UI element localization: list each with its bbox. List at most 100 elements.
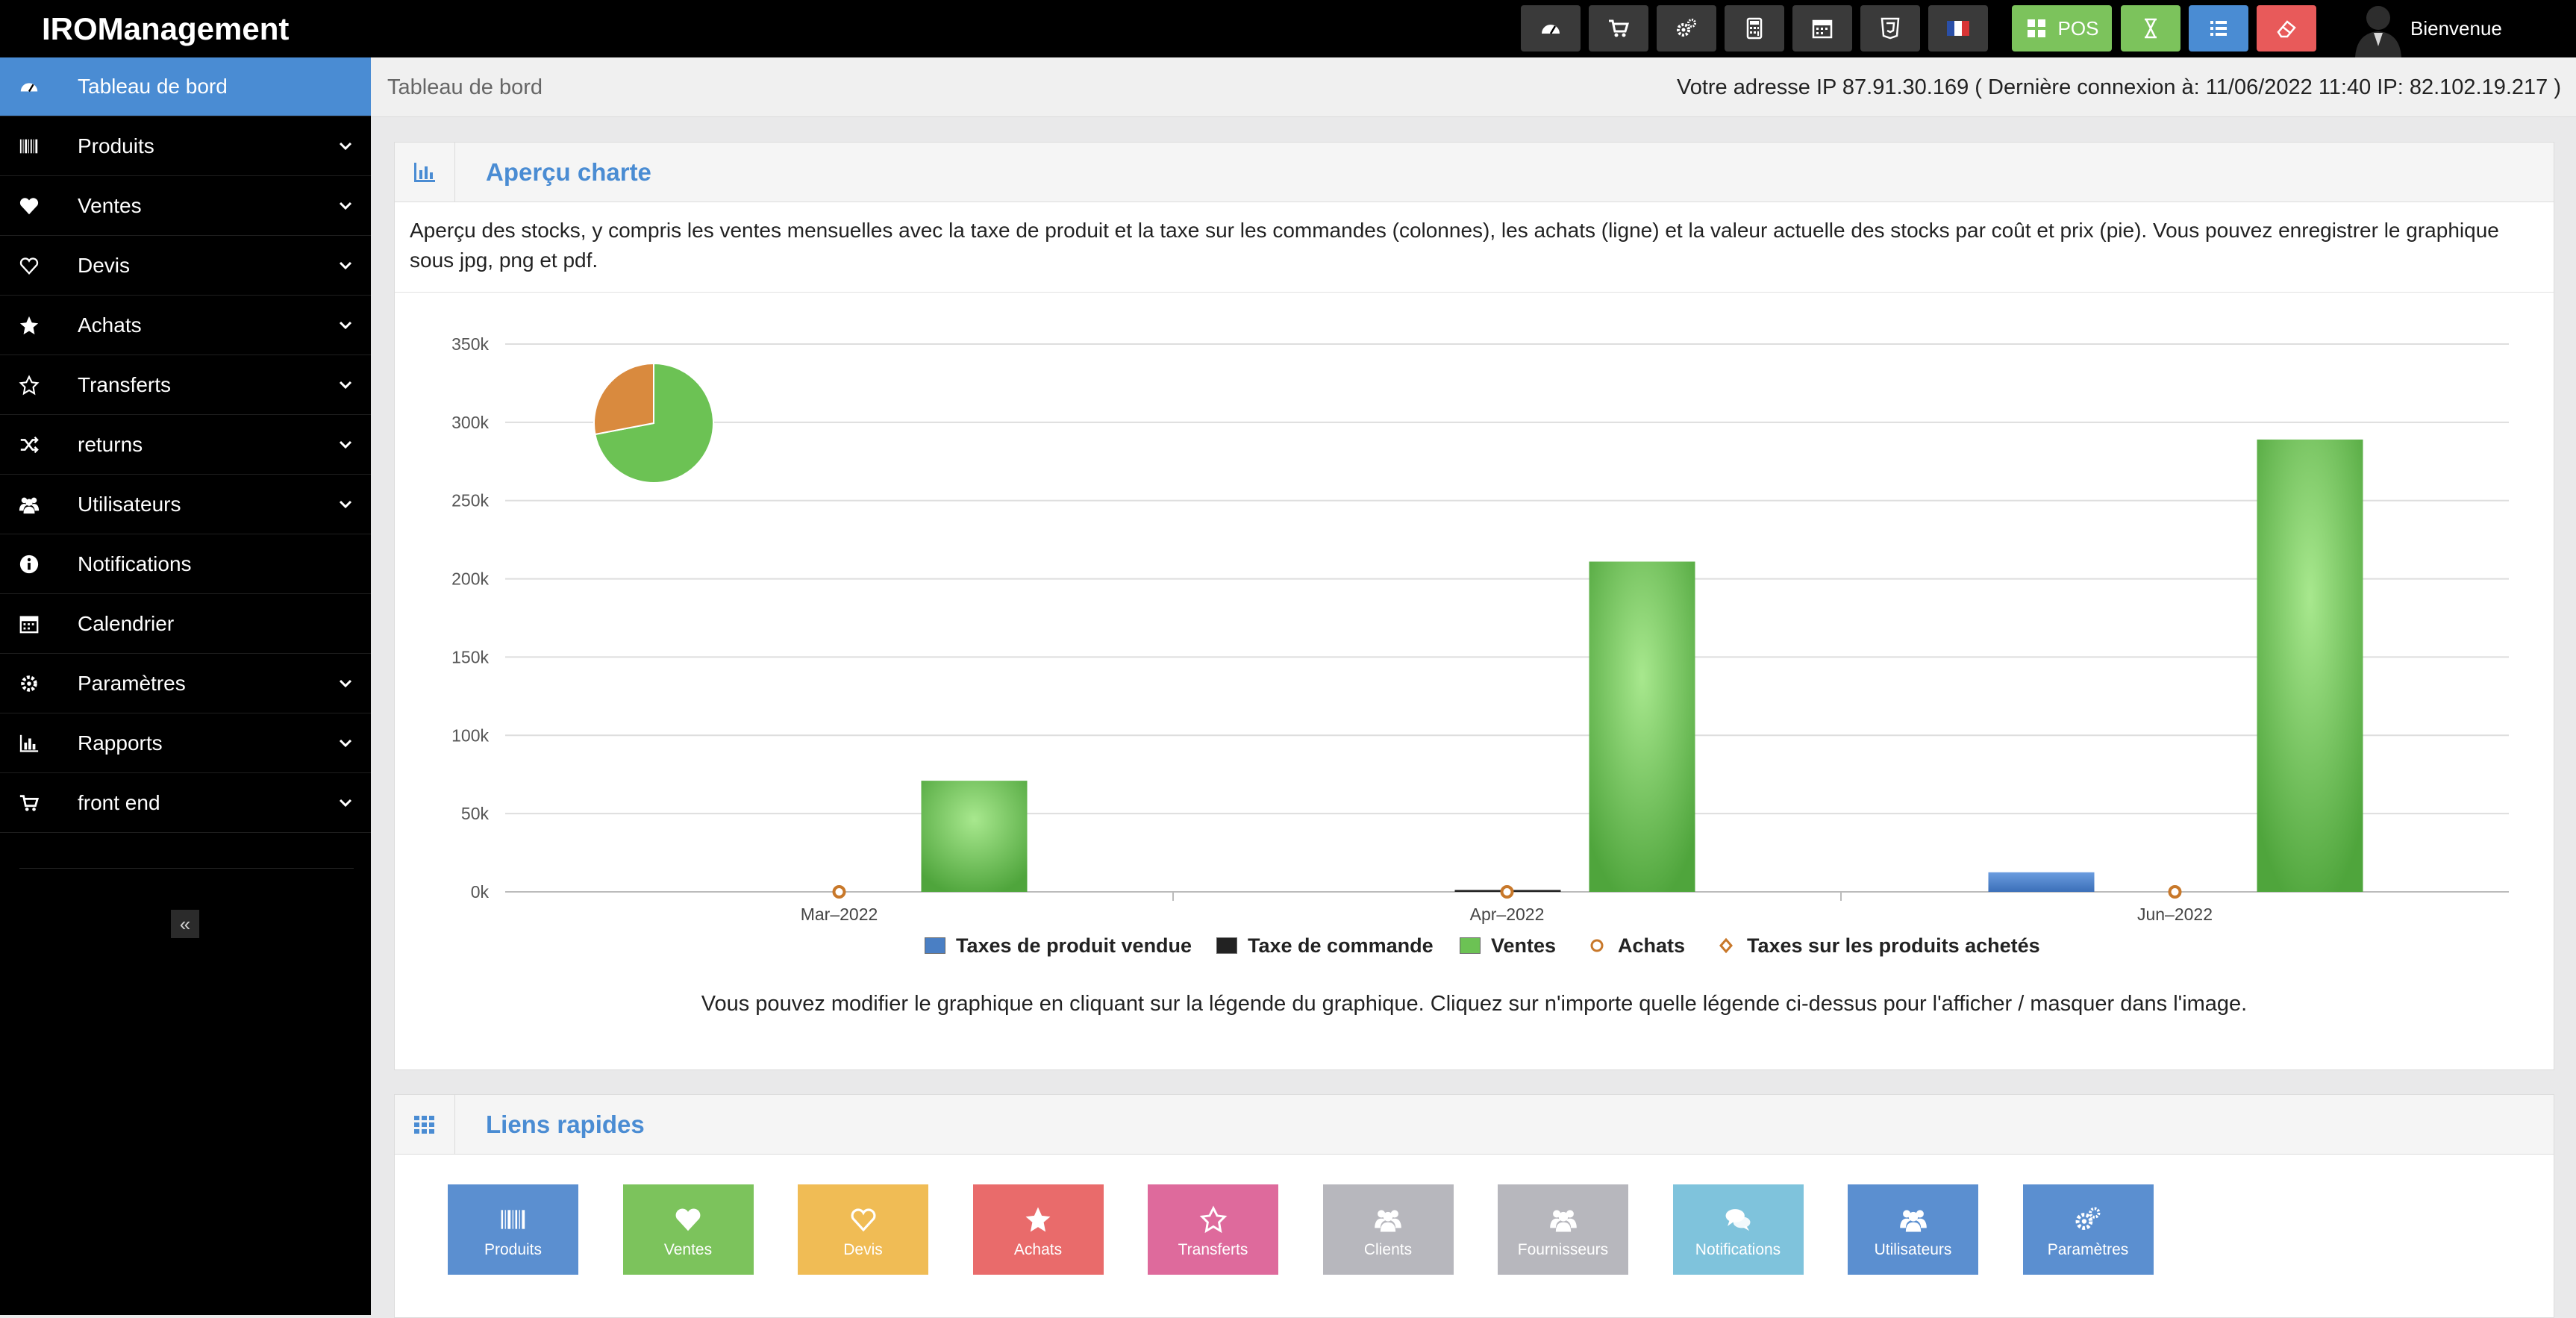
sidebar-item-param-tres[interactable]: Paramètres — [0, 655, 371, 713]
legend-item-ventes[interactable]: Ventes — [1460, 932, 1556, 959]
welcome-text[interactable]: Bienvenue — [2410, 17, 2502, 40]
bar-taxes-de-produit-vendue — [1988, 872, 2095, 892]
chevron-down-icon — [339, 321, 352, 330]
quick-link-parametres[interactable]: Paramètres — [2022, 1184, 2154, 1275]
toolbar-button-html5[interactable] — [1860, 5, 1920, 51]
ip-info-text: Votre adresse IP 87.91.30.169 ( Dernière… — [1676, 75, 2561, 99]
chart-panel-title: Aperçu charte — [486, 158, 651, 186]
toolbar-button-dashboard[interactable] — [1521, 5, 1581, 51]
barcode-icon — [16, 134, 42, 159]
toolbar-button-hourglass[interactable] — [2121, 5, 2180, 51]
sidebar-item-utilisateurs[interactable]: Utilisateurs — [0, 475, 371, 534]
brand-logo[interactable]: IROManagement — [42, 11, 290, 46]
sidebar-item-calendrier[interactable]: Calendrier — [0, 595, 371, 654]
y-tick-label: 100k — [451, 725, 489, 745]
bar-chart-icon — [16, 731, 42, 756]
legend-circle-marker — [1590, 939, 1604, 952]
legend-item-taxes-de-produit-vendue[interactable]: Taxes de produit vendue — [925, 932, 1192, 959]
sidebar-item-label: front end — [78, 791, 160, 814]
bar-ventes — [921, 781, 1028, 892]
quick-link-ventes[interactable]: Ventes — [622, 1184, 754, 1275]
gear-icon — [16, 671, 42, 696]
y-tick-label: 50k — [461, 804, 490, 823]
quick-link-label: Transferts — [1178, 1241, 1248, 1258]
sidebar-item-tableau-de-bord[interactable]: Tableau de bord — [0, 57, 371, 116]
sidebar-item-front-end[interactable]: front end — [0, 774, 371, 833]
sidebar-item-devis[interactable]: Devis — [0, 237, 371, 296]
legend-item-achats[interactable]: Achats — [1586, 932, 1685, 959]
hourglass-icon — [2139, 17, 2162, 40]
toolbar-button-gears[interactable] — [1657, 5, 1716, 51]
chevron-down-icon — [339, 679, 352, 688]
chevron-down-icon — [339, 440, 352, 449]
quick-link-devis[interactable]: Devis — [798, 1184, 928, 1275]
chart-note: Vous pouvez modifier le graphique en cli… — [701, 992, 2248, 1016]
sidebar-item-label: Notifications — [78, 552, 192, 575]
quick-link-clients[interactable]: Clients — [1322, 1184, 1454, 1275]
toolbar-button-list[interactable] — [2189, 5, 2248, 51]
toolbar-button-calculator[interactable] — [1725, 5, 1784, 51]
quick-link-fournisseurs[interactable]: Fournisseurs — [1498, 1184, 1628, 1275]
legend-label: Achats — [1618, 934, 1686, 957]
y-tick-label: 350k — [451, 334, 489, 354]
quick-links-panel: Liens rapides Produits Ventes Devis Achats T… — [394, 1094, 2554, 1318]
sidebar-item-label: Tableau de bord — [78, 75, 228, 98]
quick-link-label: Paramètres — [2047, 1241, 2129, 1258]
users-icon — [16, 492, 42, 517]
legend-item-taxes-sur-les-produits-achetes[interactable]: Taxes sur les produits achetés — [1716, 932, 2040, 959]
heart-outline-icon — [798, 1205, 928, 1235]
star-outline-icon — [1148, 1205, 1278, 1235]
french-flag-icon — [1947, 21, 1969, 36]
y-tick-label: 0k — [471, 882, 490, 902]
x-tick-label: Mar–2022 — [801, 905, 878, 924]
sidebar-item-notifications[interactable]: Notifications — [0, 535, 371, 594]
legend-item-taxe-de-commande[interactable]: Taxe de commande — [1216, 932, 1434, 959]
quick-link-label: Produits — [484, 1241, 543, 1258]
sidebar-item-label: Transferts — [78, 373, 171, 396]
x-tick-label: Apr–2022 — [1470, 905, 1545, 924]
overview-chart: 0k 50k 100k 150k 200k 250k 300k 350k Mar–2022 Apr… — [451, 334, 2509, 924]
quick-link-label: Achats — [1013, 1241, 1063, 1258]
quick-links-header: Liens rapides — [395, 1095, 2554, 1155]
top-navbar: IROManagement POS Bienvenue — [0, 0, 2576, 57]
chart-panel-header: Aperçu charte — [395, 143, 2554, 202]
toolbar-button-pos-grid[interactable]: POS — [2012, 5, 2112, 51]
quick-link-produits[interactable]: Produits — [448, 1184, 578, 1275]
list-icon — [2207, 17, 2230, 40]
users-icon — [1498, 1205, 1628, 1235]
bar-ventes — [1589, 561, 1695, 892]
sidebar-item-transferts[interactable]: Transferts — [0, 356, 371, 415]
sidebar-item-label: Devis — [78, 254, 131, 277]
dashboard-icon — [1539, 17, 1562, 40]
chevron-down-icon — [339, 739, 352, 748]
heart-icon — [623, 1205, 754, 1235]
sidebar-item-rapports[interactable]: Rapports — [0, 714, 371, 773]
cart-icon — [16, 790, 42, 816]
toolbar-button-french-flag[interactable] — [1928, 5, 1988, 51]
chevron-down-icon — [339, 381, 352, 390]
legend-label: Taxes sur les produits achetés — [1747, 934, 2040, 957]
user-avatar[interactable] — [2349, 0, 2407, 57]
sidebar-item-ventes[interactable]: Ventes — [0, 177, 371, 236]
legend-swatch — [1460, 937, 1481, 954]
sidebar-item-label: Paramètres — [78, 672, 186, 695]
quick-link-transferts[interactable]: Transferts — [1148, 1184, 1278, 1275]
users-icon — [1848, 1205, 1978, 1235]
dashboard-icon — [16, 74, 42, 99]
html5-icon — [1879, 17, 1901, 40]
grid-icon — [395, 1095, 455, 1154]
quick-link-label: Notifications — [1695, 1241, 1781, 1258]
legend-swatch — [1216, 937, 1237, 954]
quick-link-achats[interactable]: Achats — [972, 1184, 1104, 1275]
quick-link-utilisateurs[interactable]: Utilisateurs — [1848, 1184, 1978, 1275]
quick-link-notifications[interactable]: Notifications — [1672, 1184, 1804, 1275]
toolbar-button-cart[interactable] — [1589, 5, 1648, 51]
sidebar-item-produits[interactable]: Produits — [0, 117, 371, 176]
toolbar-button-eraser[interactable] — [2257, 5, 2316, 51]
sidebar-item-achats[interactable]: Achats — [0, 296, 371, 355]
toolbar-button-calendar[interactable] — [1792, 5, 1852, 51]
breadcrumb[interactable]: Tableau de bord — [387, 75, 543, 99]
legend-label: Taxes de produit vendue — [956, 934, 1192, 957]
sidebar-collapse-button[interactable]: « — [171, 910, 199, 938]
sidebar-item-returns[interactable]: returns — [0, 416, 371, 475]
